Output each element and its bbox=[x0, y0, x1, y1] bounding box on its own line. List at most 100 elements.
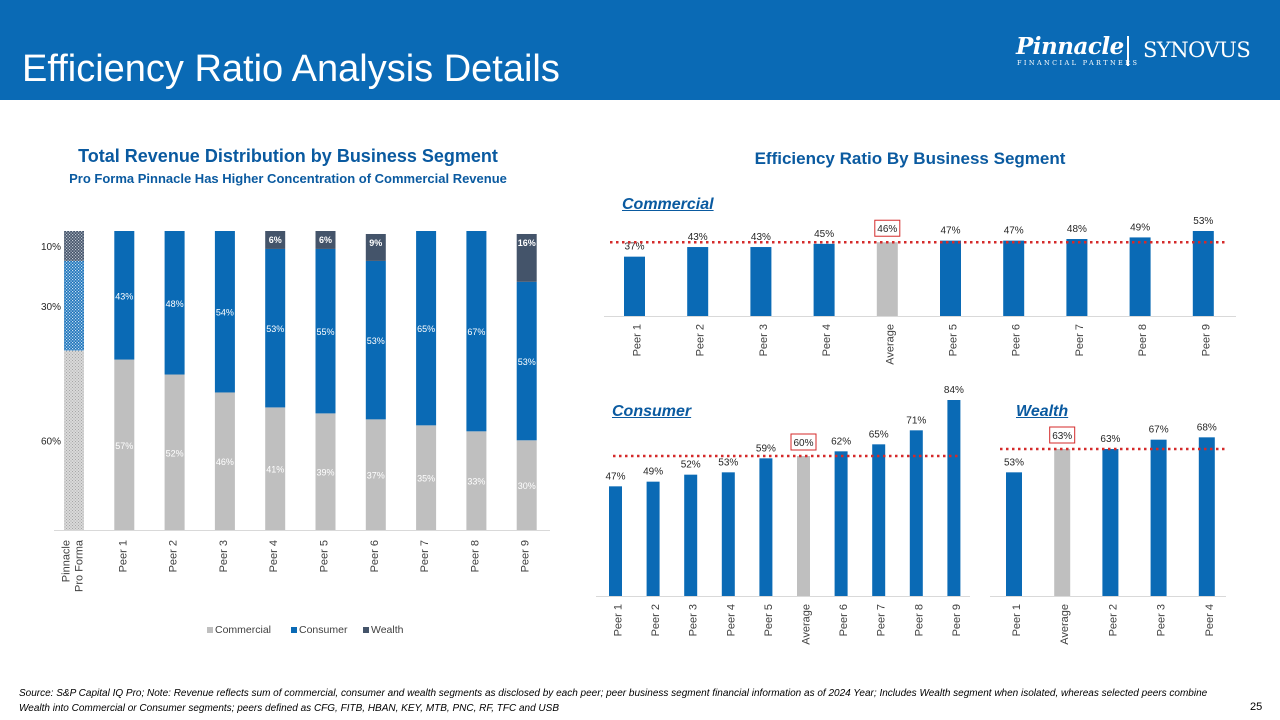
commercial-category-label-peer-2: Peer 2 bbox=[695, 324, 707, 356]
revenue-bar-pinnacle-pro-forma-commercial bbox=[64, 350, 84, 530]
revenue-category-label-peer-9: Peer 9 bbox=[520, 540, 532, 572]
revenue-bar-peer-9-commercial bbox=[516, 440, 537, 530]
consumer-bar-peer-1 bbox=[609, 486, 622, 596]
revenue-data-label: 55% bbox=[316, 327, 334, 337]
commercial-category-label-average: Average bbox=[884, 324, 896, 365]
wealth-category-label-peer-2: Peer 2 bbox=[1107, 604, 1119, 636]
consumer-bar-peer-9 bbox=[947, 400, 961, 596]
commercial-data-label: 47% bbox=[940, 226, 960, 237]
logo-divider bbox=[1127, 36, 1129, 66]
legend-label-commercial: Commercial bbox=[215, 624, 271, 636]
revenue-data-label: 6% bbox=[319, 235, 332, 245]
commercial-data-label: 43% bbox=[688, 232, 708, 243]
commercial-category-label-peer-6: Peer 6 bbox=[1011, 324, 1023, 356]
revenue-distribution-chart: 60% 30% 10% PinnaclePro Forma 57% 43% Peer 1 52… bbox=[41, 231, 550, 636]
revenue-bar-peer-8-commercial bbox=[466, 431, 487, 530]
revenue-data-label: 52% bbox=[166, 448, 184, 458]
revenue-category-label-peer-2: Peer 2 bbox=[168, 540, 180, 572]
commercial-average-data-label: 46% bbox=[877, 224, 897, 235]
revenue-category-label-peer-5: Peer 5 bbox=[318, 540, 330, 572]
revenue-data-label: 43% bbox=[115, 291, 133, 301]
consumer-category-label-peer-7: Peer 7 bbox=[876, 604, 888, 636]
revenue-category-label-peer-3: Peer 3 bbox=[218, 540, 230, 572]
consumer-data-label: 53% bbox=[718, 457, 738, 468]
revenue-bar-peer-7-consumer bbox=[416, 231, 437, 426]
revenue-data-label: 53% bbox=[367, 336, 385, 346]
wealth-segment-label: Wealth bbox=[1016, 403, 1069, 420]
commercial-category-label-peer-1: Peer 1 bbox=[631, 324, 643, 356]
commercial-average-label-box bbox=[874, 219, 901, 237]
commercial-bar-peer-1 bbox=[624, 256, 645, 316]
revenue-data-label: 37% bbox=[367, 471, 385, 481]
wealth-bar-peer-2 bbox=[1102, 449, 1119, 596]
revenue-data-label: 9% bbox=[369, 238, 382, 248]
legend-label-consumer: Consumer bbox=[299, 624, 348, 636]
commercial-category-label-peer-5: Peer 5 bbox=[947, 324, 959, 356]
revenue-bar-peer-5-commercial bbox=[315, 413, 336, 530]
revenue-bar-peer-3-consumer bbox=[214, 231, 235, 393]
commercial-category-label-peer-9: Peer 9 bbox=[1200, 324, 1212, 356]
pinnacle-logo-subtitle: FINANCIAL PARTNERS bbox=[1017, 59, 1140, 67]
wealth-data-label: 67% bbox=[1149, 425, 1169, 436]
revenue-bar-peer-6-wealth bbox=[365, 233, 386, 261]
consumer-bar-peer-7 bbox=[872, 444, 886, 596]
revenue-bar-peer-4-wealth bbox=[265, 231, 286, 249]
consumer-average-data-label: 60% bbox=[793, 438, 813, 449]
revenue-data-label: 54% bbox=[216, 308, 234, 318]
commercial-data-label: 47% bbox=[1004, 226, 1024, 237]
consumer-segment-label: Consumer bbox=[612, 403, 692, 420]
consumer-category-label-peer-5: Peer 5 bbox=[763, 604, 775, 636]
commercial-bar-peer-4 bbox=[813, 243, 835, 316]
consumer-bar-peer-5 bbox=[759, 458, 773, 596]
consumer-bar-peer-6 bbox=[834, 451, 848, 596]
revenue-bar-peer-5-wealth bbox=[315, 231, 336, 249]
revenue-bar-peer-4-commercial bbox=[265, 407, 286, 530]
commercial-data-label: 43% bbox=[751, 232, 771, 243]
commercial-efficiency-chart: 37% Peer 1 43% Peer 2 43% Peer 3 45% Peer 4 46% A… bbox=[604, 216, 1236, 365]
revenue-category-label-pinnacle-pro-forma: PinnaclePro Forma bbox=[60, 539, 85, 592]
revenue-data-label: 39% bbox=[316, 468, 334, 478]
consumer-data-label: 71% bbox=[906, 415, 926, 426]
revenue-bar-peer-7-commercial bbox=[416, 425, 437, 530]
commercial-bar-average bbox=[876, 242, 898, 316]
wealth-average-data-label: 63% bbox=[1052, 431, 1072, 442]
left-chart-subtitle: Pro Forma Pinnacle Has Higher Concentrat… bbox=[69, 171, 507, 186]
legend-swatch-commercial bbox=[207, 627, 213, 633]
consumer-bar-peer-4 bbox=[721, 472, 735, 596]
revenue-data-label: 53% bbox=[266, 324, 284, 334]
wealth-average-label-box bbox=[1049, 426, 1076, 444]
revenue-bar-pinnacle-pro-forma-wealth bbox=[64, 231, 84, 261]
wealth-bar-peer-1 bbox=[1006, 472, 1022, 596]
commercial-bar-peer-7 bbox=[1066, 239, 1088, 316]
consumer-data-label: 59% bbox=[756, 443, 776, 454]
consumer-bar-peer-2 bbox=[646, 481, 660, 596]
revenue-data-label: 65% bbox=[417, 324, 435, 334]
consumer-category-label-peer-1: Peer 1 bbox=[612, 604, 624, 636]
revenue-bar-peer-8-consumer bbox=[466, 231, 487, 432]
revenue-data-label: 41% bbox=[266, 465, 284, 475]
left-chart-title: Total Revenue Distribution by Business S… bbox=[78, 146, 498, 166]
commercial-data-label: 37% bbox=[624, 242, 644, 253]
commercial-category-label-peer-3: Peer 3 bbox=[758, 324, 770, 356]
revenue-data-label: 57% bbox=[115, 441, 133, 451]
pinnacle-logo: Pinnacle bbox=[1016, 33, 1124, 60]
consumer-data-label: 47% bbox=[605, 471, 625, 482]
commercial-bar-peer-9 bbox=[1192, 231, 1214, 316]
consumer-category-label-peer-6: Peer 6 bbox=[838, 604, 850, 636]
commercial-bar-peer-5 bbox=[940, 240, 961, 316]
wealth-bar-peer-4 bbox=[1198, 437, 1215, 596]
revenue-bar-pinnacle-pro-forma-consumer bbox=[64, 260, 84, 351]
consumer-data-label: 49% bbox=[643, 467, 663, 478]
wealth-category-label-peer-4: Peer 4 bbox=[1204, 604, 1216, 636]
revenue-category-label-peer-6: Peer 6 bbox=[369, 540, 381, 572]
legend-swatch-wealth bbox=[363, 627, 369, 633]
commercial-bar-peer-3 bbox=[750, 247, 772, 316]
consumer-category-label-peer-9: Peer 9 bbox=[951, 604, 963, 636]
revenue-data-label: 10% bbox=[41, 242, 61, 253]
commercial-data-label: 45% bbox=[814, 229, 834, 240]
consumer-data-label: 52% bbox=[681, 460, 701, 471]
consumer-efficiency-chart: 47% Peer 1 49% Peer 2 52% Peer 3 53% Peer 4 59% P… bbox=[596, 385, 970, 645]
wealth-bar-peer-3 bbox=[1150, 439, 1167, 596]
wealth-data-label: 53% bbox=[1004, 457, 1024, 468]
commercial-category-label-peer-7: Peer 7 bbox=[1074, 324, 1086, 356]
